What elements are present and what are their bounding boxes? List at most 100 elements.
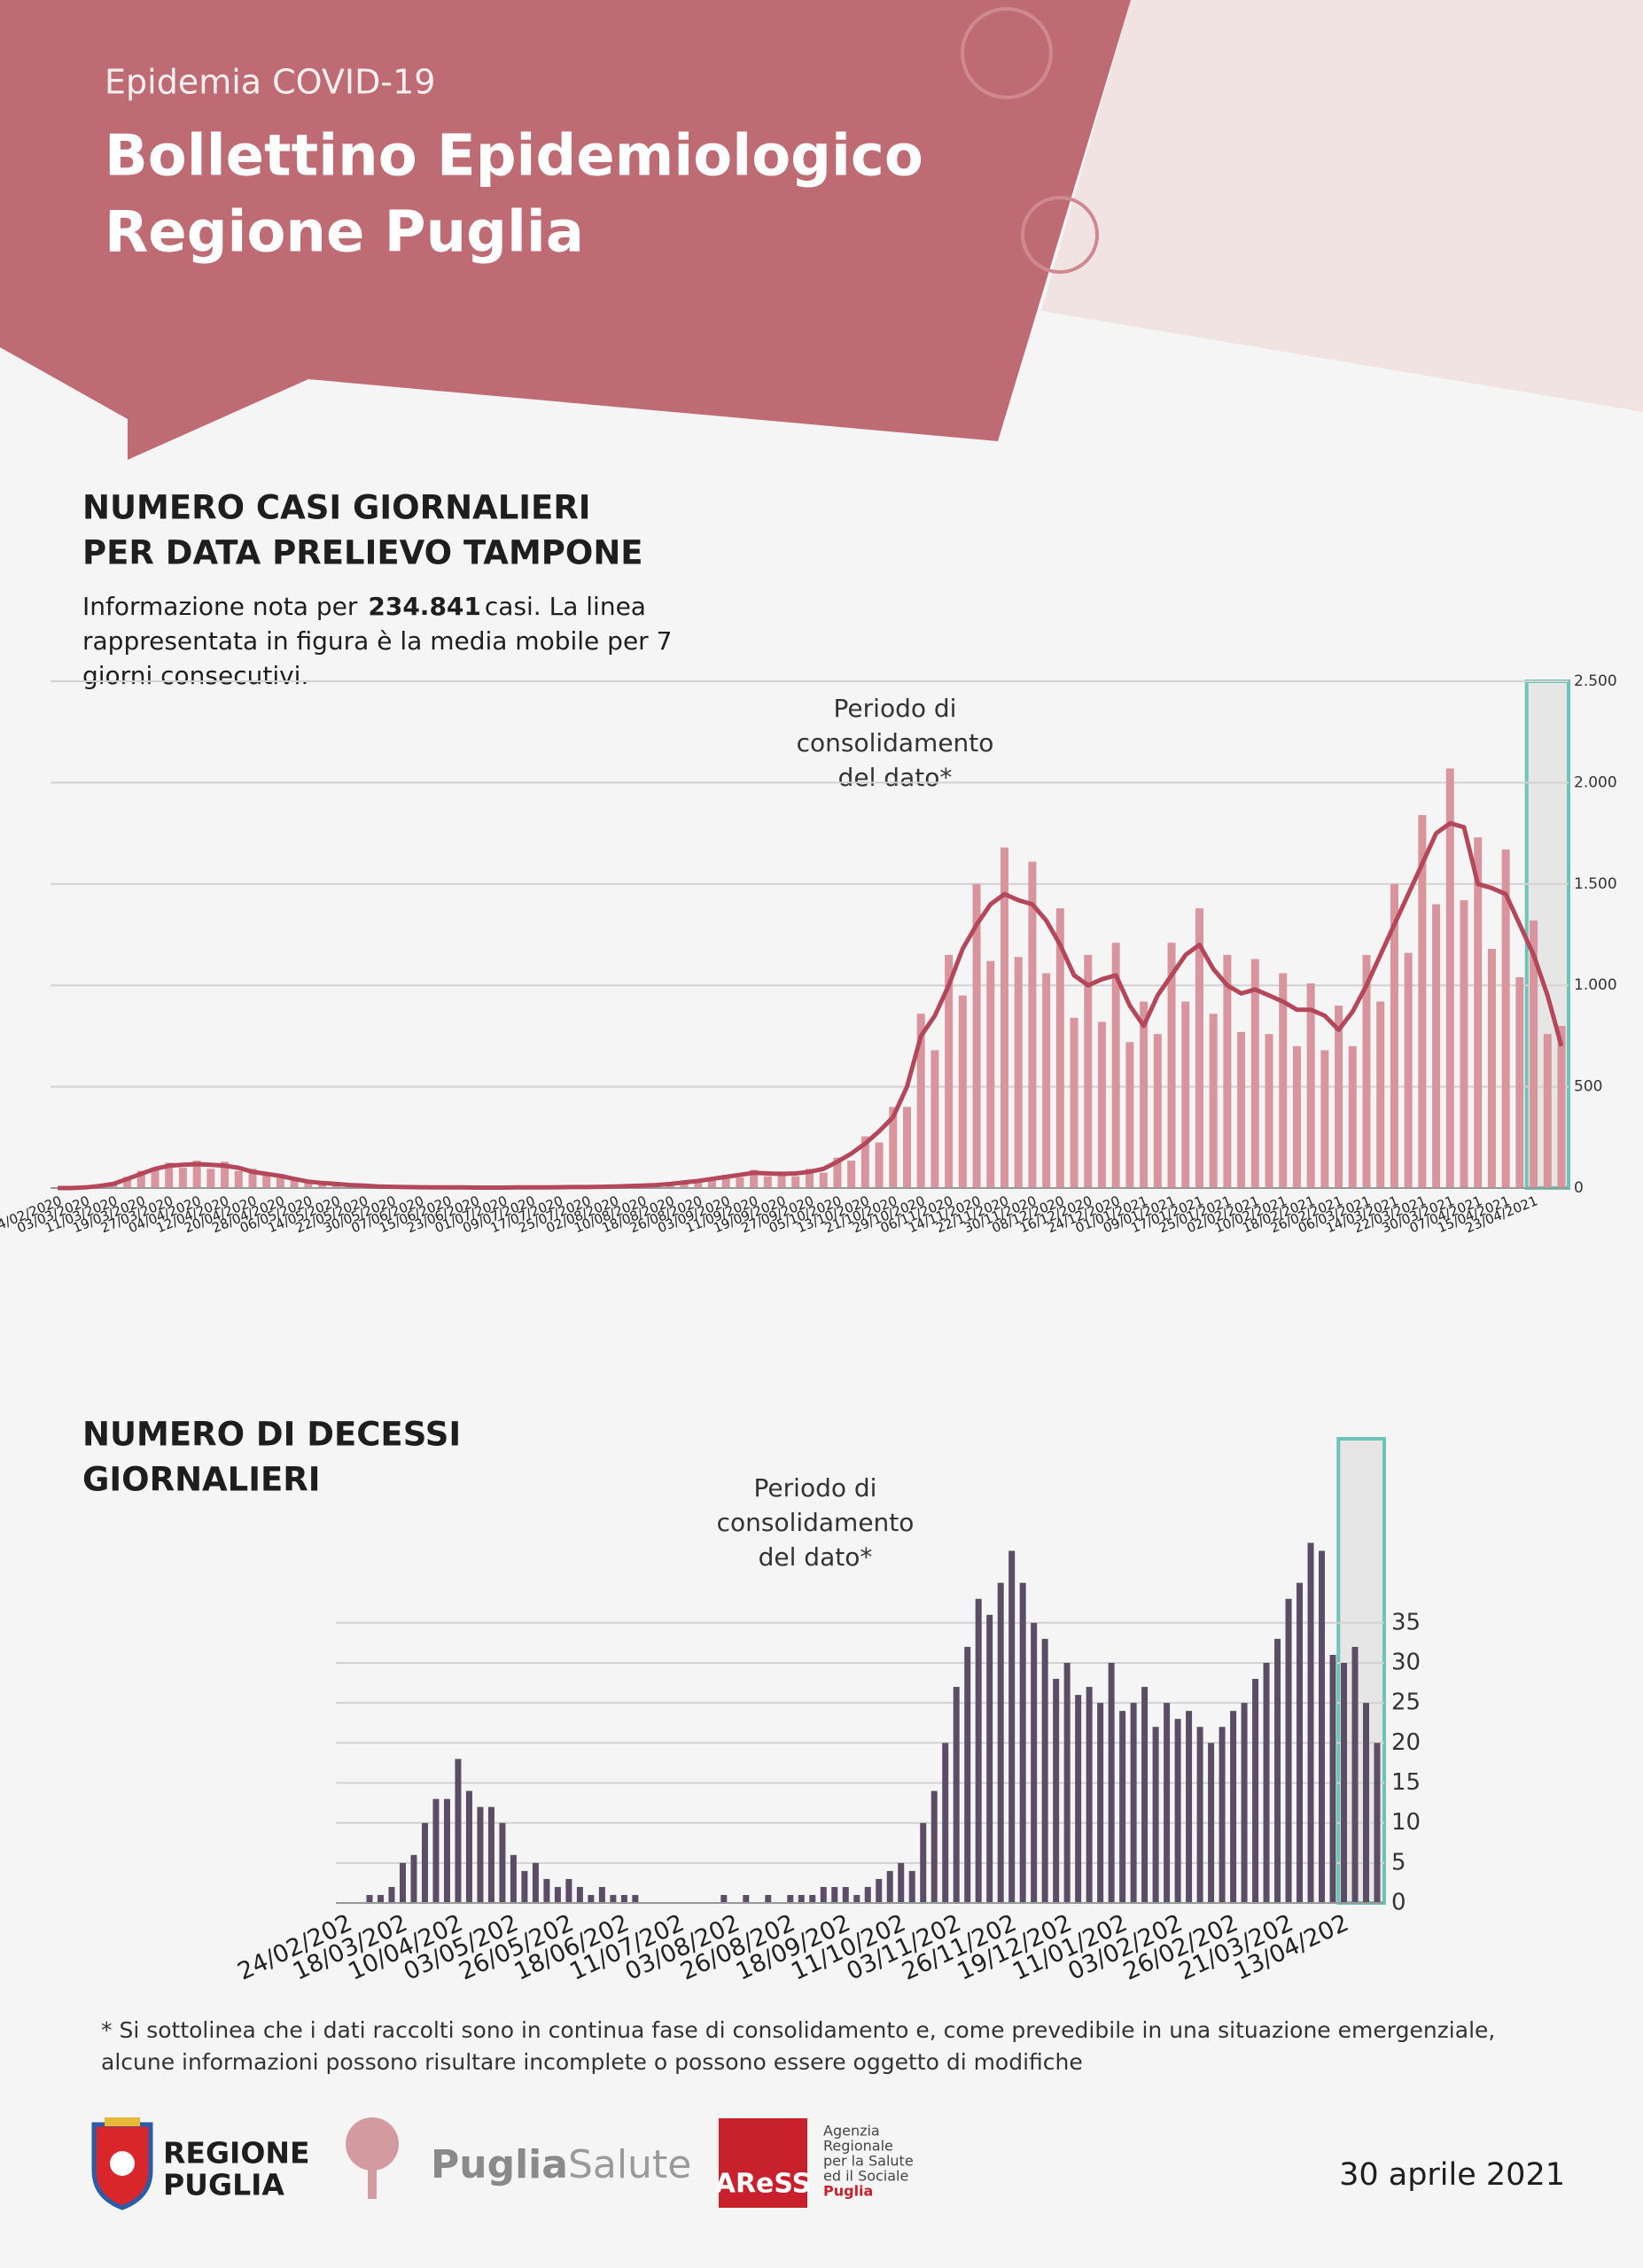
bar bbox=[432, 1798, 440, 1903]
bar bbox=[477, 1806, 484, 1903]
y-tick-label: 2.000 bbox=[1574, 773, 1617, 791]
bar bbox=[889, 1107, 898, 1188]
logo-text: PugliaSalute bbox=[431, 2142, 691, 2187]
bar bbox=[798, 1894, 805, 1903]
bar bbox=[876, 1878, 883, 1903]
bar bbox=[847, 1161, 856, 1188]
bar bbox=[1307, 1542, 1314, 1903]
bar bbox=[1125, 1042, 1134, 1188]
bar bbox=[908, 1870, 915, 1903]
bar bbox=[1140, 1001, 1149, 1188]
tree-crown bbox=[346, 2117, 399, 2171]
bar bbox=[886, 1870, 893, 1903]
shield-emblem bbox=[110, 2151, 135, 2176]
bar bbox=[972, 883, 981, 1188]
bar bbox=[151, 1169, 160, 1188]
bar bbox=[1164, 1703, 1171, 1903]
chart-title: NUMERO DI DECESSI bbox=[82, 1416, 461, 1454]
bar bbox=[1008, 1550, 1016, 1903]
bar bbox=[945, 954, 954, 1188]
bar bbox=[1285, 1598, 1292, 1903]
y-tick-label: 1.000 bbox=[1574, 976, 1617, 994]
virus-body bbox=[1021, 196, 1099, 274]
bar bbox=[931, 1790, 938, 1903]
y-tick-label: 2.500 bbox=[1574, 672, 1617, 690]
bar bbox=[820, 1886, 827, 1903]
bar bbox=[1362, 954, 1371, 1188]
bar bbox=[248, 1169, 257, 1188]
y-tick-label: 10 bbox=[1391, 1809, 1421, 1836]
bar bbox=[1335, 1006, 1343, 1188]
bar bbox=[986, 960, 995, 1188]
bar bbox=[736, 1177, 744, 1188]
bar bbox=[123, 1177, 132, 1188]
bar bbox=[864, 1886, 871, 1903]
y-tick-label: 1.500 bbox=[1574, 875, 1617, 893]
footnote: alcune informazioni possono risultare in… bbox=[101, 2049, 1083, 2075]
bar bbox=[565, 1878, 572, 1903]
bar bbox=[1119, 1711, 1126, 1903]
bar bbox=[1557, 1025, 1566, 1188]
bar bbox=[1031, 1622, 1038, 1903]
bar bbox=[598, 1886, 605, 1903]
bar bbox=[290, 1180, 299, 1188]
bar bbox=[1055, 908, 1064, 1188]
y-tick-label: 30 bbox=[1391, 1649, 1421, 1675]
bar bbox=[1041, 1638, 1048, 1903]
bar bbox=[1053, 1679, 1060, 1903]
bar bbox=[1418, 815, 1427, 1188]
bar bbox=[743, 1894, 750, 1903]
bar bbox=[975, 1598, 982, 1903]
bar bbox=[1223, 954, 1232, 1188]
logo-text: PUGLIA bbox=[163, 2168, 284, 2202]
bar bbox=[1075, 1695, 1082, 1903]
chart-title: GIORNALIERI bbox=[82, 1461, 321, 1499]
logo-text: AReSS bbox=[715, 2169, 812, 2200]
tree-trunk bbox=[368, 2162, 377, 2199]
bar bbox=[192, 1161, 201, 1188]
bar bbox=[1351, 1646, 1359, 1903]
bar bbox=[750, 1169, 759, 1188]
bar bbox=[1306, 983, 1315, 1188]
bar bbox=[791, 1176, 800, 1188]
bar bbox=[532, 1862, 539, 1903]
bar bbox=[860, 1136, 869, 1188]
virus-body bbox=[961, 7, 1053, 99]
logo-text: per la Salute bbox=[823, 2153, 914, 2170]
bar bbox=[206, 1169, 215, 1188]
bar bbox=[1515, 977, 1524, 1188]
bar bbox=[958, 995, 967, 1188]
y-tick-label: 20 bbox=[1391, 1729, 1421, 1756]
bar bbox=[1208, 1743, 1215, 1903]
y-tick-label: 5 bbox=[1391, 1849, 1406, 1876]
bar bbox=[1329, 1654, 1336, 1903]
bar bbox=[1376, 1001, 1385, 1188]
bar bbox=[875, 1142, 884, 1188]
bar bbox=[543, 1878, 550, 1903]
bar bbox=[221, 1161, 230, 1188]
bar bbox=[1181, 1001, 1190, 1188]
moving-average-line bbox=[58, 820, 1564, 1191]
bar bbox=[510, 1854, 517, 1903]
bar bbox=[1167, 943, 1176, 1188]
kicker: Epidemia COVID-19 bbox=[105, 63, 435, 102]
bar bbox=[708, 1180, 717, 1188]
bar bbox=[942, 1743, 949, 1903]
bar bbox=[1097, 1021, 1106, 1188]
note: Informazione nota per 234.841 casi. La lin… bbox=[82, 592, 646, 621]
bar bbox=[465, 1790, 472, 1903]
bar bbox=[136, 1170, 145, 1188]
bar bbox=[997, 1582, 1004, 1903]
bar bbox=[1130, 1703, 1137, 1903]
y-tick-label: 15 bbox=[1391, 1769, 1421, 1796]
bar bbox=[1530, 920, 1538, 1188]
bar bbox=[831, 1886, 838, 1903]
bar bbox=[902, 1107, 911, 1188]
bar bbox=[1195, 908, 1203, 1188]
tree-logo bbox=[346, 2117, 399, 2199]
bar bbox=[1153, 1034, 1162, 1188]
bar bbox=[1445, 768, 1454, 1188]
bar bbox=[1404, 952, 1413, 1188]
bar bbox=[366, 1894, 373, 1903]
